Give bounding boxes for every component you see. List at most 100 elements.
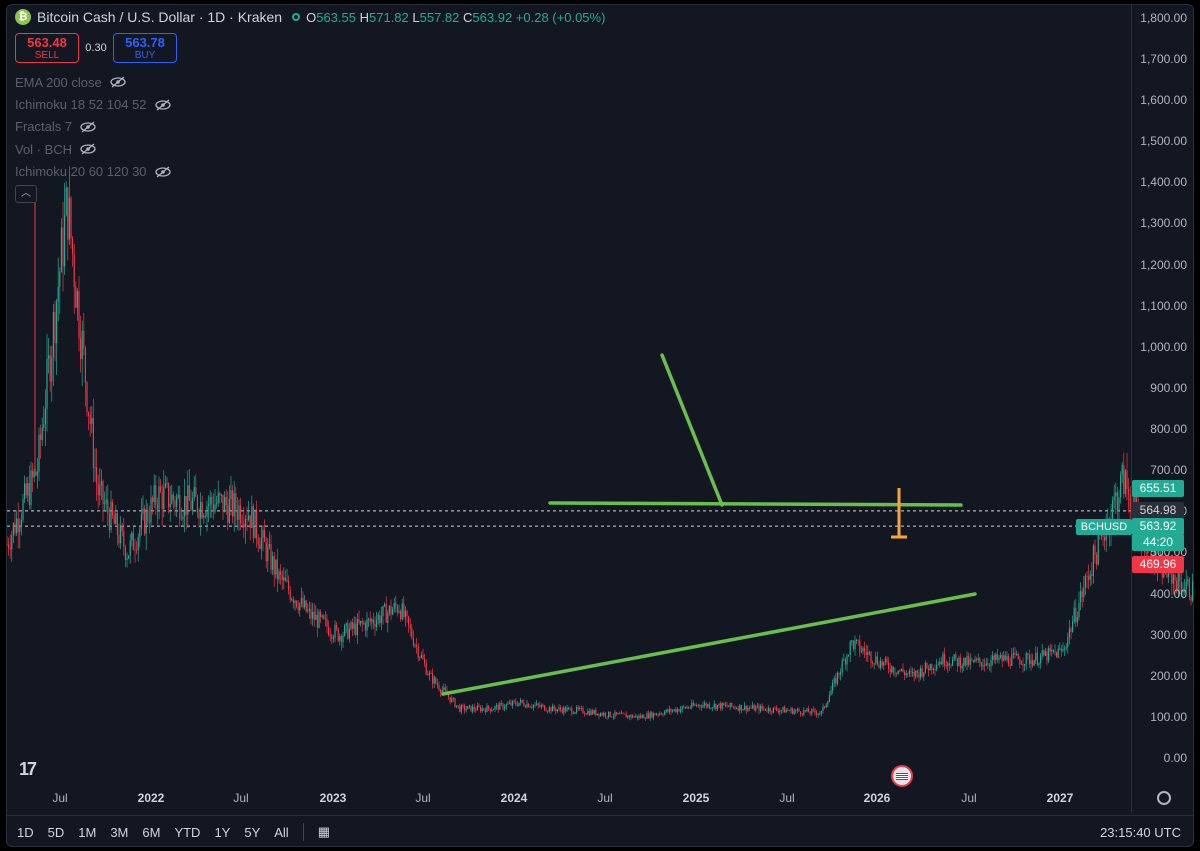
candle-body — [220, 494, 222, 496]
collapse-legend-button[interactable]: ︿ — [15, 185, 37, 203]
indicator-item[interactable]: EMA 200 close — [15, 71, 171, 93]
candle-body — [1070, 628, 1072, 632]
candle-body — [51, 357, 53, 382]
candle-body — [638, 715, 640, 719]
candle-body — [806, 708, 808, 712]
date-range-icon[interactable]: ▦ — [317, 824, 330, 839]
hidden-eye-icon — [110, 76, 126, 88]
candle-body — [134, 549, 136, 551]
range-1y[interactable]: 1Y — [214, 824, 231, 840]
candle-body — [518, 702, 520, 706]
candle-body — [160, 486, 162, 492]
candle-body — [176, 497, 178, 507]
candle-body — [601, 713, 603, 716]
candle-body — [158, 486, 160, 510]
symbol-title[interactable]: Bitcoin Cash / U.S. Dollar · 1D · Kraken — [37, 9, 283, 25]
candle-body — [444, 687, 446, 691]
time-axis[interactable]: Jul 2022 Jul 2023 Jul 2024 Jul 2025 Jul 2026 Jul 20… — [7, 785, 1131, 813]
candle-body — [670, 708, 672, 712]
candle-body — [432, 673, 434, 684]
indicator-item[interactable]: Fractals 7 — [15, 116, 171, 138]
candle-body — [1089, 574, 1091, 580]
candle-body — [248, 515, 250, 520]
candle-body — [832, 682, 834, 691]
tradingview-logo[interactable]: 17 — [19, 759, 37, 779]
candle-body — [393, 602, 395, 610]
indicator-item[interactable]: Ichimoku 20 60 120 30 — [15, 161, 171, 183]
buy-button[interactable]: 563.78 BUY — [113, 33, 177, 63]
candle-body — [115, 513, 117, 524]
candle-body — [243, 523, 245, 528]
candle-body — [824, 706, 826, 708]
candle-body — [852, 640, 854, 650]
candle-body — [156, 504, 158, 510]
candle-body — [707, 704, 709, 707]
price-tick-label: 200.00 — [1150, 668, 1187, 683]
candle-body — [753, 705, 755, 711]
candle-body — [980, 662, 982, 667]
candle-body — [448, 694, 450, 698]
range-all[interactable]: All — [274, 824, 289, 840]
candle-body — [56, 301, 58, 343]
range-ytd[interactable]: YTD — [174, 824, 201, 840]
candle-body — [54, 311, 56, 343]
candle-body — [897, 670, 899, 674]
candle-body — [120, 525, 122, 544]
candle-body — [918, 672, 920, 678]
candle-body — [792, 708, 794, 714]
candle-body — [835, 678, 837, 684]
range-1m[interactable]: 1M — [78, 824, 97, 840]
settings-gear-icon[interactable] — [1157, 791, 1171, 805]
range-5y[interactable]: 5Y — [244, 824, 261, 840]
range-1d[interactable]: 1D — [17, 824, 34, 840]
candle-body — [811, 709, 813, 714]
candle-body — [88, 411, 90, 416]
candle-body — [1003, 655, 1005, 661]
candle-body — [70, 197, 72, 239]
candle-body — [884, 658, 886, 663]
us-flag-event-icon[interactable] — [891, 765, 913, 787]
candle-body — [571, 708, 573, 714]
range-3m[interactable]: 3M — [110, 824, 129, 840]
candle-body — [1009, 664, 1011, 666]
range-6m[interactable]: 6M — [142, 824, 161, 840]
price-chart[interactable] — [7, 5, 1194, 813]
range-5d[interactable]: 5D — [47, 824, 65, 840]
candle-body — [496, 705, 498, 707]
candle-body — [585, 713, 587, 715]
candle-body — [334, 624, 336, 638]
candle-body — [572, 713, 574, 715]
candle-body — [947, 663, 949, 667]
candle-body — [433, 677, 435, 684]
candle-body — [723, 702, 725, 706]
candle-body — [928, 668, 930, 671]
candle-body — [76, 290, 78, 308]
candle-body — [536, 703, 538, 705]
price-axis[interactable]: 1,800.00 1,700.00 1,600.00 1,500.00 1,400.00… — [1131, 5, 1193, 813]
candle-body — [313, 611, 315, 620]
candle-body — [889, 668, 891, 673]
candle-body — [1190, 596, 1192, 601]
candle-body — [1086, 575, 1088, 577]
candle-body — [347, 623, 349, 639]
indicator-item[interactable]: Ichimoku 18 52 104 52 — [15, 93, 171, 115]
candle-body — [1065, 646, 1067, 649]
candle-body — [192, 498, 194, 510]
chart-window: ₿ Bitcoin Cash / U.S. Dollar · 1D · Krak… — [6, 4, 1194, 847]
candle-body — [20, 519, 22, 526]
candle-body — [233, 493, 235, 517]
price-tick-label: 1,700.00 — [1140, 51, 1187, 66]
candle-body — [1062, 649, 1064, 651]
sell-button[interactable]: 563.48 SELL — [15, 33, 79, 63]
candle-body — [1166, 573, 1168, 578]
candle-body — [1038, 663, 1040, 665]
candle-body — [1134, 494, 1136, 506]
candle-body — [472, 706, 474, 712]
candle-body — [600, 713, 602, 717]
indicator-item[interactable]: Vol · BCH — [15, 138, 171, 160]
candle-body — [484, 709, 486, 713]
utc-clock[interactable]: 23:15:40 UTC — [1100, 825, 1181, 840]
candle-body — [355, 623, 357, 636]
candle-body — [993, 655, 995, 660]
candle-body — [683, 706, 685, 708]
